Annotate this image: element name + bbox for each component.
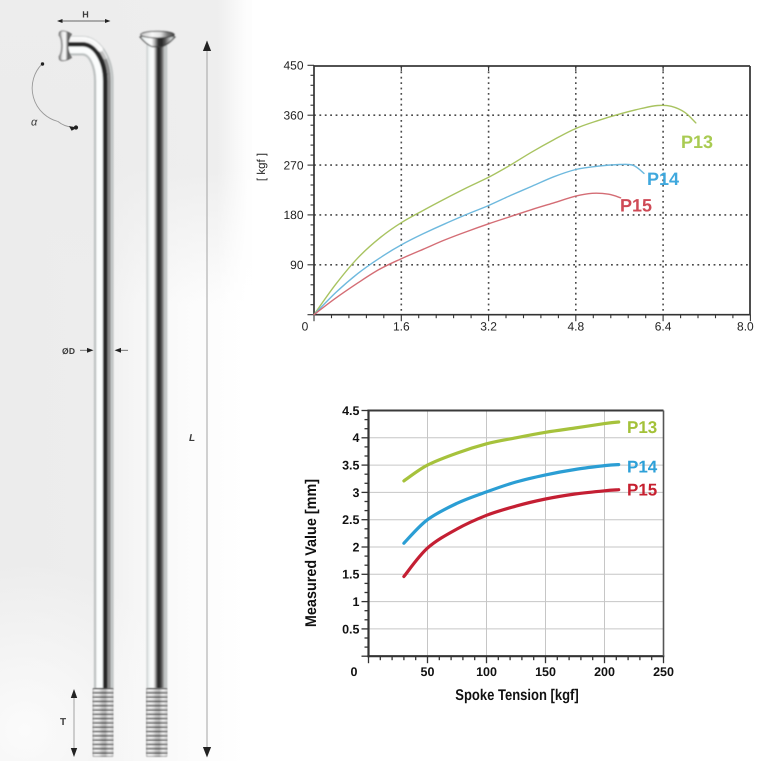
svg-text:1.6: 1.6 — [393, 320, 410, 334]
svg-text:2: 2 — [353, 540, 360, 554]
svg-text:T: T — [60, 717, 66, 728]
svg-text:0: 0 — [351, 665, 358, 679]
svg-text:P13: P13 — [627, 418, 657, 437]
svg-text:H: H — [82, 10, 89, 20]
svg-text:3: 3 — [353, 486, 360, 500]
svg-text:P14: P14 — [627, 458, 658, 477]
svg-text:4.8: 4.8 — [567, 320, 584, 334]
svg-text:90: 90 — [290, 258, 304, 272]
svg-text:2.5: 2.5 — [342, 513, 359, 527]
svg-text:3.2: 3.2 — [480, 320, 497, 334]
svg-text:8.0: 8.0 — [737, 320, 754, 334]
svg-text:0: 0 — [302, 320, 309, 334]
svg-text:[ kgf ]: [ kgf ] — [256, 153, 268, 181]
svg-text:P14: P14 — [647, 169, 679, 189]
svg-text:1.5: 1.5 — [342, 568, 359, 582]
svg-text:P15: P15 — [627, 481, 657, 500]
svg-text:4.5: 4.5 — [342, 404, 359, 418]
svg-text:Measured Value [mm]: Measured Value [mm] — [303, 479, 320, 627]
svg-text:150: 150 — [535, 665, 556, 679]
svg-text:P13: P13 — [681, 132, 713, 152]
svg-text:4: 4 — [353, 431, 360, 445]
svg-text:450: 450 — [283, 59, 303, 73]
svg-text:6.4: 6.4 — [655, 320, 672, 334]
svg-text:α: α — [31, 117, 38, 129]
svg-text:ØD: ØD — [62, 346, 75, 356]
svg-text:100: 100 — [476, 665, 497, 679]
svg-text:1: 1 — [353, 595, 360, 609]
svg-text:3.5: 3.5 — [342, 459, 359, 473]
svg-text:200: 200 — [594, 665, 615, 679]
svg-text:0.5: 0.5 — [342, 622, 359, 636]
svg-text:P15: P15 — [620, 196, 652, 216]
svg-text:360: 360 — [283, 108, 303, 122]
svg-text:Spoke Tension [kgf]: Spoke Tension [kgf] — [455, 687, 578, 704]
svg-text:270: 270 — [283, 158, 303, 172]
svg-text:50: 50 — [421, 665, 435, 679]
svg-text:250: 250 — [653, 665, 674, 679]
svg-text:180: 180 — [283, 208, 303, 222]
svg-text:L: L — [189, 433, 195, 444]
